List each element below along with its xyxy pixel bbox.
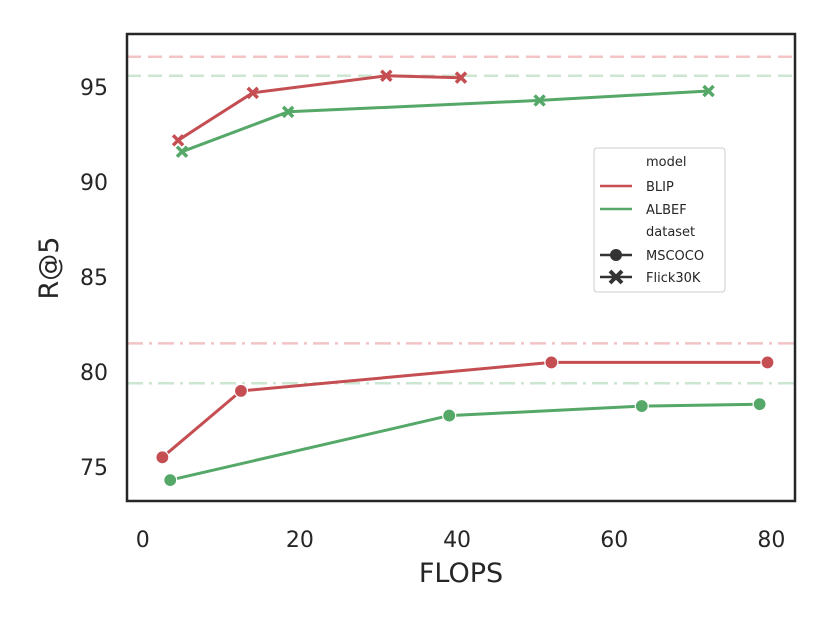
data-point-blip-flick30k-1: [246, 86, 259, 100]
data-point-albef-flick30k-1: [281, 105, 295, 119]
legend-model-title: model: [646, 155, 686, 170]
data-point-albef-flick30k-3: [702, 84, 715, 98]
data-point-albef-mscoco-3: [752, 397, 767, 412]
x-tick-label-0: 0: [136, 528, 150, 553]
x-tick-label-80: 80: [757, 528, 785, 553]
data-point-albef-mscoco-2: [634, 398, 649, 414]
legend-label-albef: ALBEF: [646, 203, 687, 218]
series-markers: [155, 69, 775, 488]
series-line-blip-mscoco: [160, 360, 769, 459]
y-tick-label-95: 95: [80, 76, 108, 101]
y-tick-label-85: 85: [80, 266, 108, 291]
legend-label-flick30k: Flick30K: [646, 271, 701, 286]
y-axis-ticks: 75 80 85 90 95: [80, 76, 108, 481]
legend-marker-circle: [610, 249, 622, 261]
series-lines: [160, 74, 769, 482]
data-point-albef-flick30k-2: [533, 94, 546, 107]
x-axis-title: FLOPS: [419, 558, 503, 589]
x-tick-label-20: 20: [286, 528, 314, 553]
legend: model BLIP ALBEF dataset MSCOCO Flick30K: [593, 147, 726, 293]
data-point-albef-mscoco-0: [163, 473, 178, 488]
y-axis-title: R@5: [34, 237, 65, 300]
data-point-blip-mscoco-2: [544, 355, 559, 370]
legend-marker-x: [608, 269, 624, 285]
series-line-blip-flick30k: [176, 74, 463, 142]
legend-label-mscoco: MSCOCO: [646, 249, 704, 264]
x-axis-ticks: 0 20 40 60 80: [136, 528, 786, 553]
reference-lines: [127, 55, 795, 385]
plot-frame: [125, 32, 797, 503]
y-tick-label-90: 90: [80, 171, 108, 196]
series-line-albef-flick30k: [180, 89, 711, 154]
data-point-blip-flick30k-2: [380, 69, 393, 83]
data-point-albef-mscoco-1: [442, 408, 457, 423]
data-point-blip-mscoco-3: [760, 355, 775, 370]
data-point-blip-flick30k-0: [171, 134, 185, 147]
y-tick-label-75: 75: [80, 456, 108, 481]
y-tick-label-80: 80: [80, 361, 108, 386]
legend-dataset-title: dataset: [646, 225, 695, 240]
data-point-blip-mscoco-1: [233, 383, 249, 398]
data-point-albef-flick30k-0: [175, 145, 189, 158]
legend-label-blip: BLIP: [646, 180, 674, 195]
data-point-blip-mscoco-0: [155, 450, 170, 465]
x-tick-label-40: 40: [443, 528, 471, 553]
series-line-albef-mscoco: [168, 402, 762, 482]
data-point-blip-flick30k-3: [454, 71, 468, 84]
x-tick-label-60: 60: [600, 528, 628, 553]
